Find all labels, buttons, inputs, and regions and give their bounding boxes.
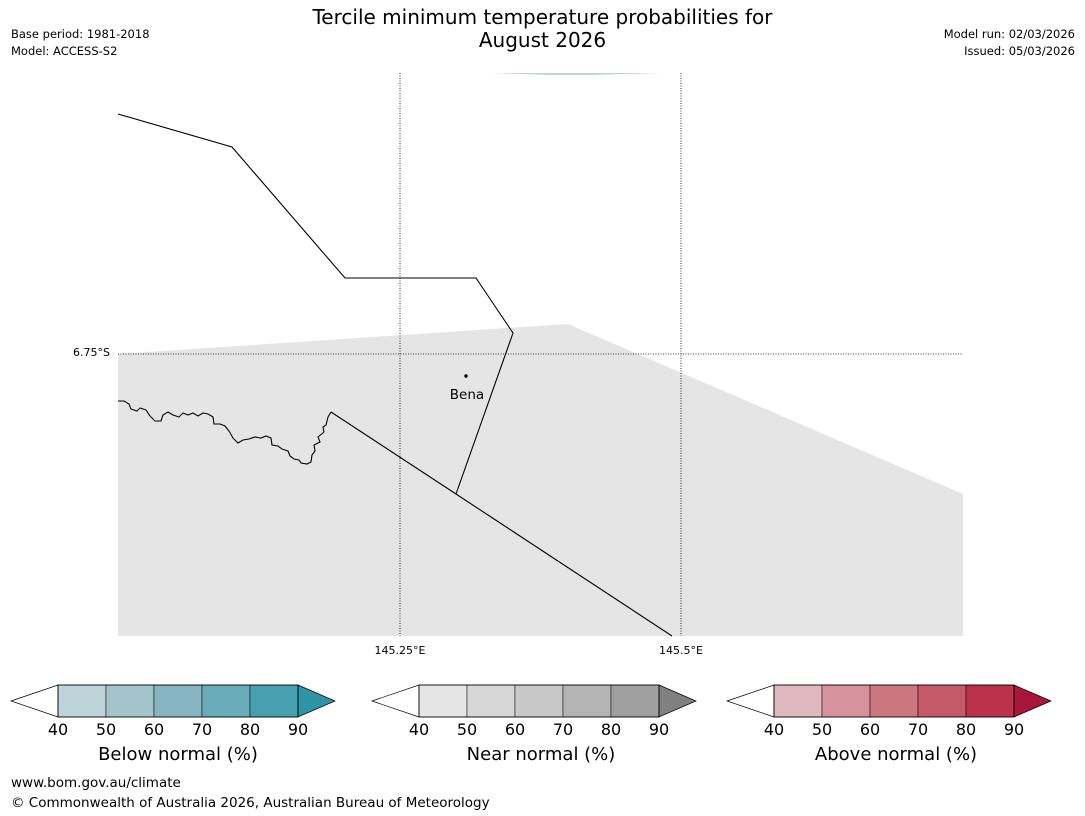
near-normal-segment-60 [514,684,564,718]
base-period-text: Base period: 1981-2018 [11,27,150,41]
above-normal-tick-label: 60 [859,720,881,739]
below-normal-colorbar: 40 50 60 70 80 90 Below normal (%) [9,676,348,776]
province-boundary-south [330,411,673,637]
below-normal-sliver [490,73,662,75]
near-normal-colorbar-graphic [370,684,697,718]
above-normal-segment-80 [965,684,1015,718]
near-normal-tick-label: 40 [408,720,430,739]
above-normal-colorbar: 40 50 60 70 80 90 Above normal (%) [725,676,1064,776]
near-normal-tick-label: 50 [456,720,478,739]
below-normal-colorbar-graphic [9,684,336,718]
near-normal-tick-label: 60 [504,720,526,739]
near-normal-colorbar-outline [418,684,660,718]
above-normal-segment-70 [917,684,967,718]
above-normal-tick-label: 50 [811,720,833,739]
below-normal-segment-60 [153,684,203,718]
near-normal-min-extension [370,684,420,718]
below-normal-colorbar-outline [57,684,299,718]
longitude-label-2: 145.5°E [659,644,703,657]
above-normal-label: Above normal (%) [814,744,978,765]
near-normal-label: Near normal (%) [466,744,616,765]
copyright-text: © Commonwealth of Australia 2026, Austra… [11,795,490,811]
above-normal-tick-label: 70 [907,720,929,739]
river-boundary [118,400,332,465]
below-normal-min-extension [9,684,59,718]
above-normal-colorbar-graphic [725,684,1052,718]
issued-text: Issued: 05/03/2026 [964,44,1075,58]
near-normal-segment-40 [418,684,468,718]
above-normal-max-extension [1013,684,1052,718]
title-line-2: August 2026 [478,28,607,52]
below-normal-segment-40 [57,684,107,718]
bena-place-label: Bena [449,387,485,403]
near-normal-segment-70 [562,684,612,718]
near-normal-region [118,324,963,636]
below-normal-tick-label: 60 [143,720,165,739]
above-normal-tick-label: 40 [763,720,785,739]
above-normal-segment-60 [869,684,919,718]
title-line-1: Tercile minimum temperature probabilitie… [312,5,773,29]
near-normal-segment-80 [610,684,660,718]
near-normal-tick-label: 70 [552,720,574,739]
below-normal-label: Below normal (%) [98,744,258,765]
below-normal-max-extension [297,684,336,718]
longitude-label-1: 145.25°E [374,644,426,657]
below-normal-segment-50 [105,684,155,718]
model-run-text: Model run: 02/03/2026 [943,27,1075,41]
above-normal-colorbar-outline [773,684,1015,718]
run-info: Model run: 02/03/2026 Issued: 05/03/2026 [944,26,1075,60]
below-normal-tick-label: 50 [95,720,117,739]
near-normal-max-extension [658,684,697,718]
below-normal-tick-label: 90 [287,720,309,739]
near-normal-tick-label: 90 [648,720,670,739]
map-title: Tercile minimum temperature probabilitie… [0,6,1085,52]
model-info: Base period: 1981-2018 Model: ACCESS-S2 [11,26,150,60]
bena-location-marker[interactable] [464,374,468,378]
below-normal-tick-label: 80 [239,720,261,739]
below-normal-segment-80 [249,684,299,718]
website-link[interactable]: www.bom.gov.au/climate [11,775,181,791]
near-normal-colorbar: 40 50 60 70 80 90 Near normal (%) [370,676,709,776]
near-normal-segment-50 [466,684,516,718]
above-normal-min-extension [725,684,775,718]
below-normal-tick-label: 40 [47,720,69,739]
above-normal-segment-50 [821,684,871,718]
model-name-text: Model: ACCESS-S2 [11,44,118,58]
above-normal-tick-label: 80 [955,720,977,739]
below-normal-tick-label: 70 [191,720,213,739]
latitude-label: 6.75°S [73,346,110,359]
below-normal-segment-70 [201,684,251,718]
near-normal-tick-label: 80 [600,720,622,739]
province-boundary-north [117,113,514,495]
above-normal-tick-label: 90 [1003,720,1025,739]
above-normal-segment-40 [773,684,823,718]
